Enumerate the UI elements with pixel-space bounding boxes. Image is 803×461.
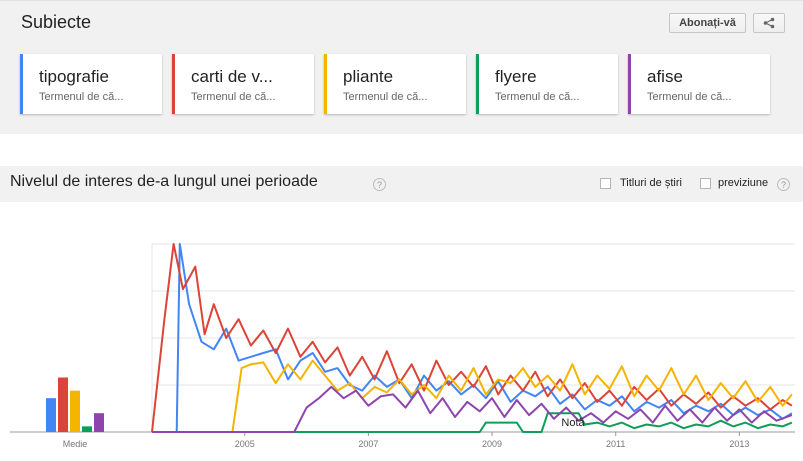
topic-card-tipografie[interactable]: tipografie Termenul de că...	[20, 54, 162, 114]
help-icon[interactable]: ?	[373, 178, 386, 191]
forecast-checkbox[interactable]	[700, 178, 711, 189]
series-line	[152, 385, 793, 433]
series-line	[152, 412, 793, 433]
x-tick-label: 2005	[235, 439, 255, 449]
topic-term: carti de v...	[191, 67, 273, 86]
topic-card-carti-de-vizita[interactable]: carti de v... Termenul de că...	[172, 54, 314, 114]
topic-card-afise[interactable]: afise Termenul de că...	[628, 54, 770, 114]
average-bar	[70, 390, 80, 432]
average-bar	[82, 426, 92, 432]
share-button[interactable]	[753, 13, 785, 33]
x-tick-label: 2007	[358, 439, 378, 449]
topic-card-flyere[interactable]: flyere Termenul de că...	[476, 54, 618, 114]
average-label: Medie	[63, 439, 88, 449]
interest-title: Nivelul de interes de-a lungul unei peri…	[10, 173, 318, 190]
topic-term: pliante	[343, 67, 394, 86]
average-bar	[58, 377, 68, 432]
news-headlines-label: Titluri de știri	[620, 177, 682, 189]
average-bar	[46, 398, 56, 432]
topic-type: Termenul de că...	[495, 91, 580, 103]
topics-title: Subiecte	[21, 12, 92, 32]
topics-panel: Subiecte Abonați-vă tipografie Termenul …	[0, 0, 803, 134]
forecast-label: previziune	[718, 177, 769, 189]
subscribe-button[interactable]: Abonați-vă	[669, 13, 746, 33]
topic-card-pliante[interactable]: pliante Termenul de că...	[324, 54, 466, 114]
topic-term: tipografie	[39, 67, 109, 86]
topic-term: flyere	[495, 67, 537, 86]
x-tick-label: 2009	[482, 439, 502, 449]
x-tick-label: 2011	[606, 439, 625, 449]
topic-type: Termenul de că...	[191, 91, 276, 103]
average-bar	[94, 413, 104, 432]
share-icon	[763, 17, 775, 29]
x-tick-label: 2013	[729, 439, 749, 449]
note-annotation: Notă	[561, 417, 585, 429]
forecast-help-icon[interactable]: ?	[777, 178, 790, 191]
series-line	[152, 359, 793, 433]
topic-type: Termenul de că...	[647, 91, 732, 103]
topic-type: Termenul de că...	[343, 91, 428, 103]
interest-header: Nivelul de interes de-a lungul unei peri…	[0, 166, 803, 202]
news-headlines-checkbox[interactable]	[600, 178, 611, 189]
topic-type: Termenul de că...	[39, 91, 124, 103]
topic-term: afise	[647, 67, 683, 86]
